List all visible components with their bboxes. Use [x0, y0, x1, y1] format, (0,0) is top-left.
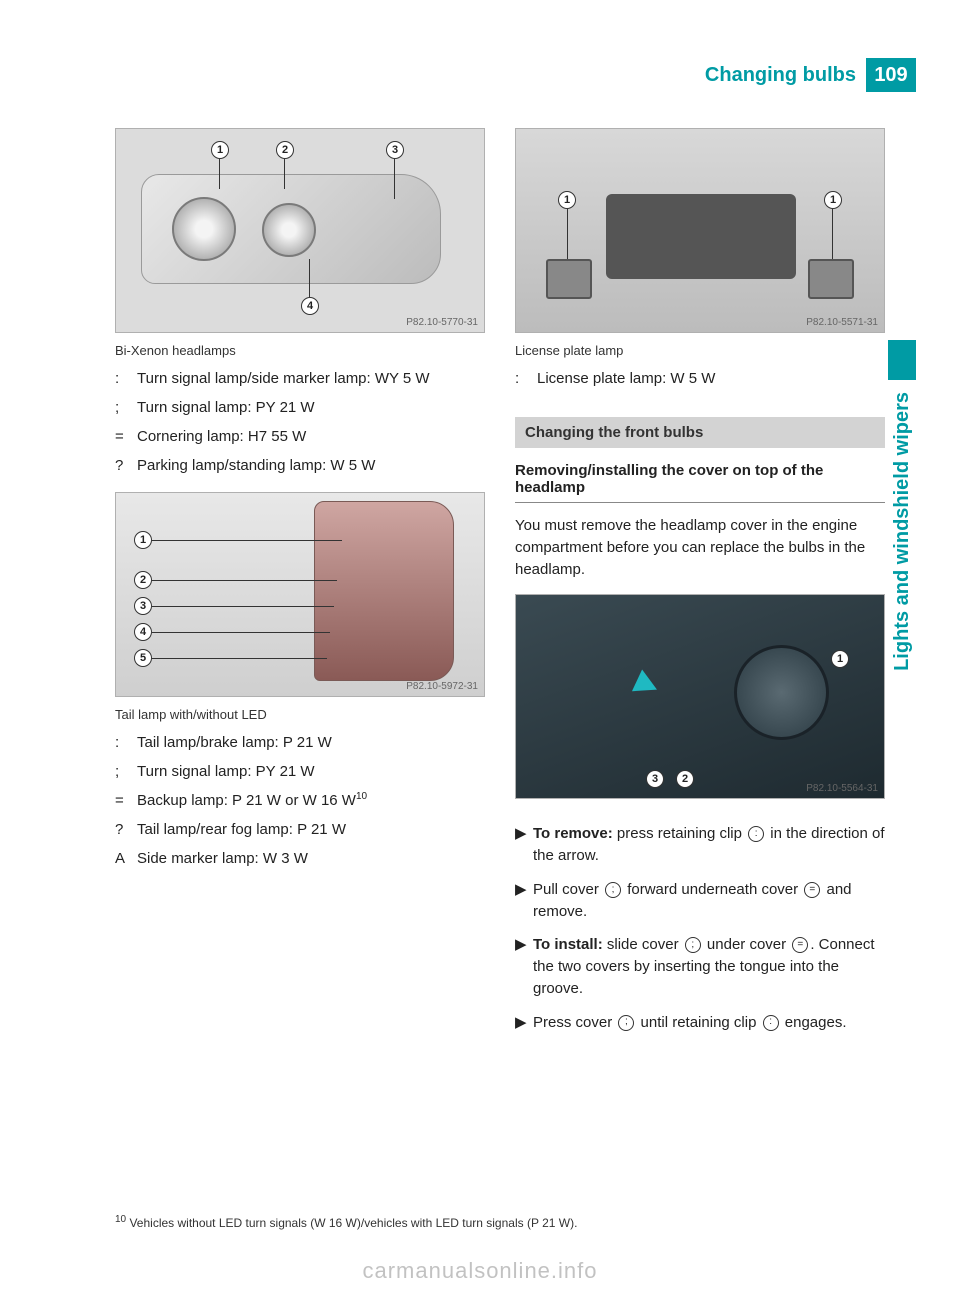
page-header: Changing bulbs 109 [705, 58, 916, 92]
sub-heading: Removing/installing the cover on top of … [515, 462, 885, 503]
callout-1: 1 [211, 141, 229, 159]
license-lamp-illustration [808, 259, 854, 299]
figure-taillamp: 1 2 3 4 5 P82.10-5972-31 [115, 492, 485, 697]
taillamp-bulb-list: :Tail lamp/brake lamp: P 21 W ;Turn sign… [115, 732, 485, 869]
figure-id: P82.10-5770-31 [406, 317, 478, 328]
step-marker-icon: ▶ [515, 823, 533, 867]
figure-id: P82.10-5564-31 [806, 783, 878, 794]
list-item: ;Turn signal lamp: PY 21 W [115, 761, 485, 782]
list-item: ASide marker lamp: W 3 W [115, 848, 485, 869]
callout-2: 2 [276, 141, 294, 159]
callout-5: 5 [134, 649, 152, 667]
step-marker-icon: ▶ [515, 934, 533, 999]
list-item: ;Turn signal lamp: PY 21 W [115, 397, 485, 418]
figure-headlamp-cover: 1 3 2 P82.10-5564-31 [515, 594, 885, 799]
header-title: Changing bulbs [705, 58, 866, 92]
footnote: 10 Vehicles without LED turn signals (W … [115, 1214, 577, 1230]
callout-3: 3 [134, 597, 152, 615]
taillamp-illustration [314, 501, 454, 681]
procedure-steps: ▶ To remove: press retaining clip : in t… [515, 823, 885, 1033]
callout-1: 1 [558, 191, 576, 209]
list-item: =Backup lamp: P 21 W or W 16 W10 [115, 790, 485, 811]
step-marker-icon: ▶ [515, 879, 533, 923]
lens-icon [172, 197, 236, 261]
figure-caption: License plate lamp [515, 343, 885, 358]
step-item: ▶ To remove: press retaining clip : in t… [515, 823, 885, 867]
step-marker-icon: ▶ [515, 1012, 533, 1034]
page-number: 109 [866, 58, 916, 92]
license-recess-illustration [606, 194, 796, 279]
list-item: ?Parking lamp/standing lamp: W 5 W [115, 455, 485, 476]
lens-icon [262, 203, 316, 257]
body-paragraph: You must remove the headlamp cover in th… [515, 515, 885, 580]
list-item: :Tail lamp/brake lamp: P 21 W [115, 732, 485, 753]
left-column: 1 2 3 4 P82.10-5770-31 Bi-Xenon headlamp… [115, 128, 485, 1033]
step-item: ▶ Press cover ; until retaining clip : e… [515, 1012, 885, 1034]
callout-3: 3 [386, 141, 404, 159]
figure-headlamp: 1 2 3 4 P82.10-5770-31 [115, 128, 485, 333]
watermark: carmanualsonline.info [0, 1258, 960, 1284]
cover-cap-illustration [734, 645, 829, 740]
headlamp-bulb-list: :Turn signal lamp/side marker lamp: WY 5… [115, 368, 485, 476]
figure-caption: Bi-Xenon headlamps [115, 343, 485, 358]
list-item: :License plate lamp: W 5 W [515, 368, 885, 389]
figure-license-plate: 1 1 P82.10-5571-31 [515, 128, 885, 333]
headlamp-illustration [141, 174, 441, 284]
step-item: ▶ Pull cover ; forward underneath cover … [515, 879, 885, 923]
list-item: =Cornering lamp: H7 55 W [115, 426, 485, 447]
list-item: ?Tail lamp/rear fog lamp: P 21 W [115, 819, 485, 840]
callout-4: 4 [134, 623, 152, 641]
callout-1: 1 [824, 191, 842, 209]
step-item: ▶ To install: slide cover ; under cover … [515, 934, 885, 999]
list-item: :Turn signal lamp/side marker lamp: WY 5… [115, 368, 485, 389]
right-column: 1 1 P82.10-5571-31 License plate lamp :L… [515, 128, 885, 1033]
callout-2: 2 [134, 571, 152, 589]
figure-id: P82.10-5571-31 [806, 317, 878, 328]
callout-4: 4 [301, 297, 319, 315]
figure-caption: Tail lamp with/without LED [115, 707, 485, 722]
content-area: 1 2 3 4 P82.10-5770-31 Bi-Xenon headlamp… [115, 128, 895, 1033]
callout-1: 1 [134, 531, 152, 549]
license-lamp-illustration [546, 259, 592, 299]
license-bulb-list: :License plate lamp: W 5 W [515, 368, 885, 389]
figure-id: P82.10-5972-31 [406, 681, 478, 692]
section-heading: Changing the front bulbs [515, 417, 885, 448]
